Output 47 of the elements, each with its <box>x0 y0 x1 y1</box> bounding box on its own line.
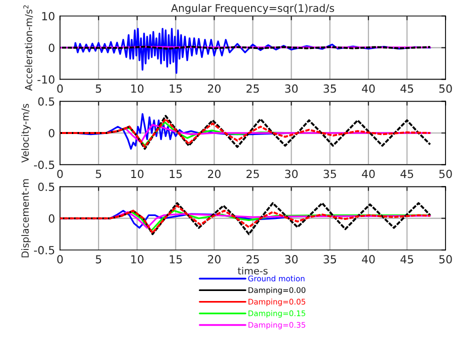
x-tick-label: 10 <box>131 255 144 264</box>
x-tick-label: 5 <box>96 255 102 264</box>
x-tick-label: 20 <box>208 84 221 93</box>
x-tick-label: 5 <box>96 170 102 178</box>
y-axis-title: Velocity-m/s <box>21 104 31 163</box>
x-tick-label: 50 <box>439 255 452 264</box>
x-tick-label: 35 <box>324 255 336 264</box>
x-tick-label: 40 <box>362 170 375 178</box>
y-tick-label: 10 <box>42 12 54 20</box>
x-tick-label: 5 <box>96 84 102 93</box>
x-tick-label: 0 <box>57 170 63 178</box>
x-tick-label: 15 <box>170 84 182 93</box>
x-tick-label: 35 <box>324 170 336 178</box>
chart-title: Angular Frequency=sqr(1)rad/s <box>171 4 334 14</box>
x-tick-label: 45 <box>400 84 414 93</box>
y-tick-label: -0.5 <box>34 246 54 254</box>
x-tick-label: 30 <box>285 255 298 264</box>
x-tick-label: 35 <box>324 84 336 93</box>
y-tick-label: 0 <box>48 214 54 223</box>
y-tick-label: 0.5 <box>38 182 54 192</box>
x-tick-label: 25 <box>246 170 259 178</box>
y-tick-label: 0 <box>48 128 54 138</box>
x-tick-label: 10 <box>131 170 144 178</box>
x-tick-label: 20 <box>208 255 221 264</box>
x-tick-label: 40 <box>362 84 375 93</box>
x-tick-label: 10 <box>131 84 144 93</box>
x-axis-title: time-s <box>238 267 268 275</box>
x-tick-label: 30 <box>285 84 298 93</box>
x-tick-label: 45 <box>400 255 414 264</box>
x-tick-label: 30 <box>285 170 298 178</box>
y-tick-label: 0.5 <box>38 97 54 106</box>
y-axis-title: Acceleration-m/s$^{2}$ <box>23 5 34 91</box>
y-tick-label: -10 <box>38 75 54 84</box>
x-tick-label: 0 <box>57 84 63 93</box>
x-tick-label: 25 <box>246 84 259 93</box>
y-tick-label: 0 <box>48 44 54 52</box>
x-tick-label: 45 <box>400 170 414 178</box>
x-tick-label: 50 <box>439 170 452 178</box>
y-tick-label: -0.5 <box>34 160 54 170</box>
x-tick-label: 25 <box>246 255 259 264</box>
y-axis-title: Displacement-m <box>21 179 31 258</box>
x-tick-label: 20 <box>208 170 221 178</box>
x-tick-label: 15 <box>170 170 182 178</box>
x-tick-label: 0 <box>57 255 63 264</box>
x-tick-label: 40 <box>362 255 375 264</box>
x-tick-label: 50 <box>439 84 452 93</box>
x-tick-label: 15 <box>170 255 182 264</box>
